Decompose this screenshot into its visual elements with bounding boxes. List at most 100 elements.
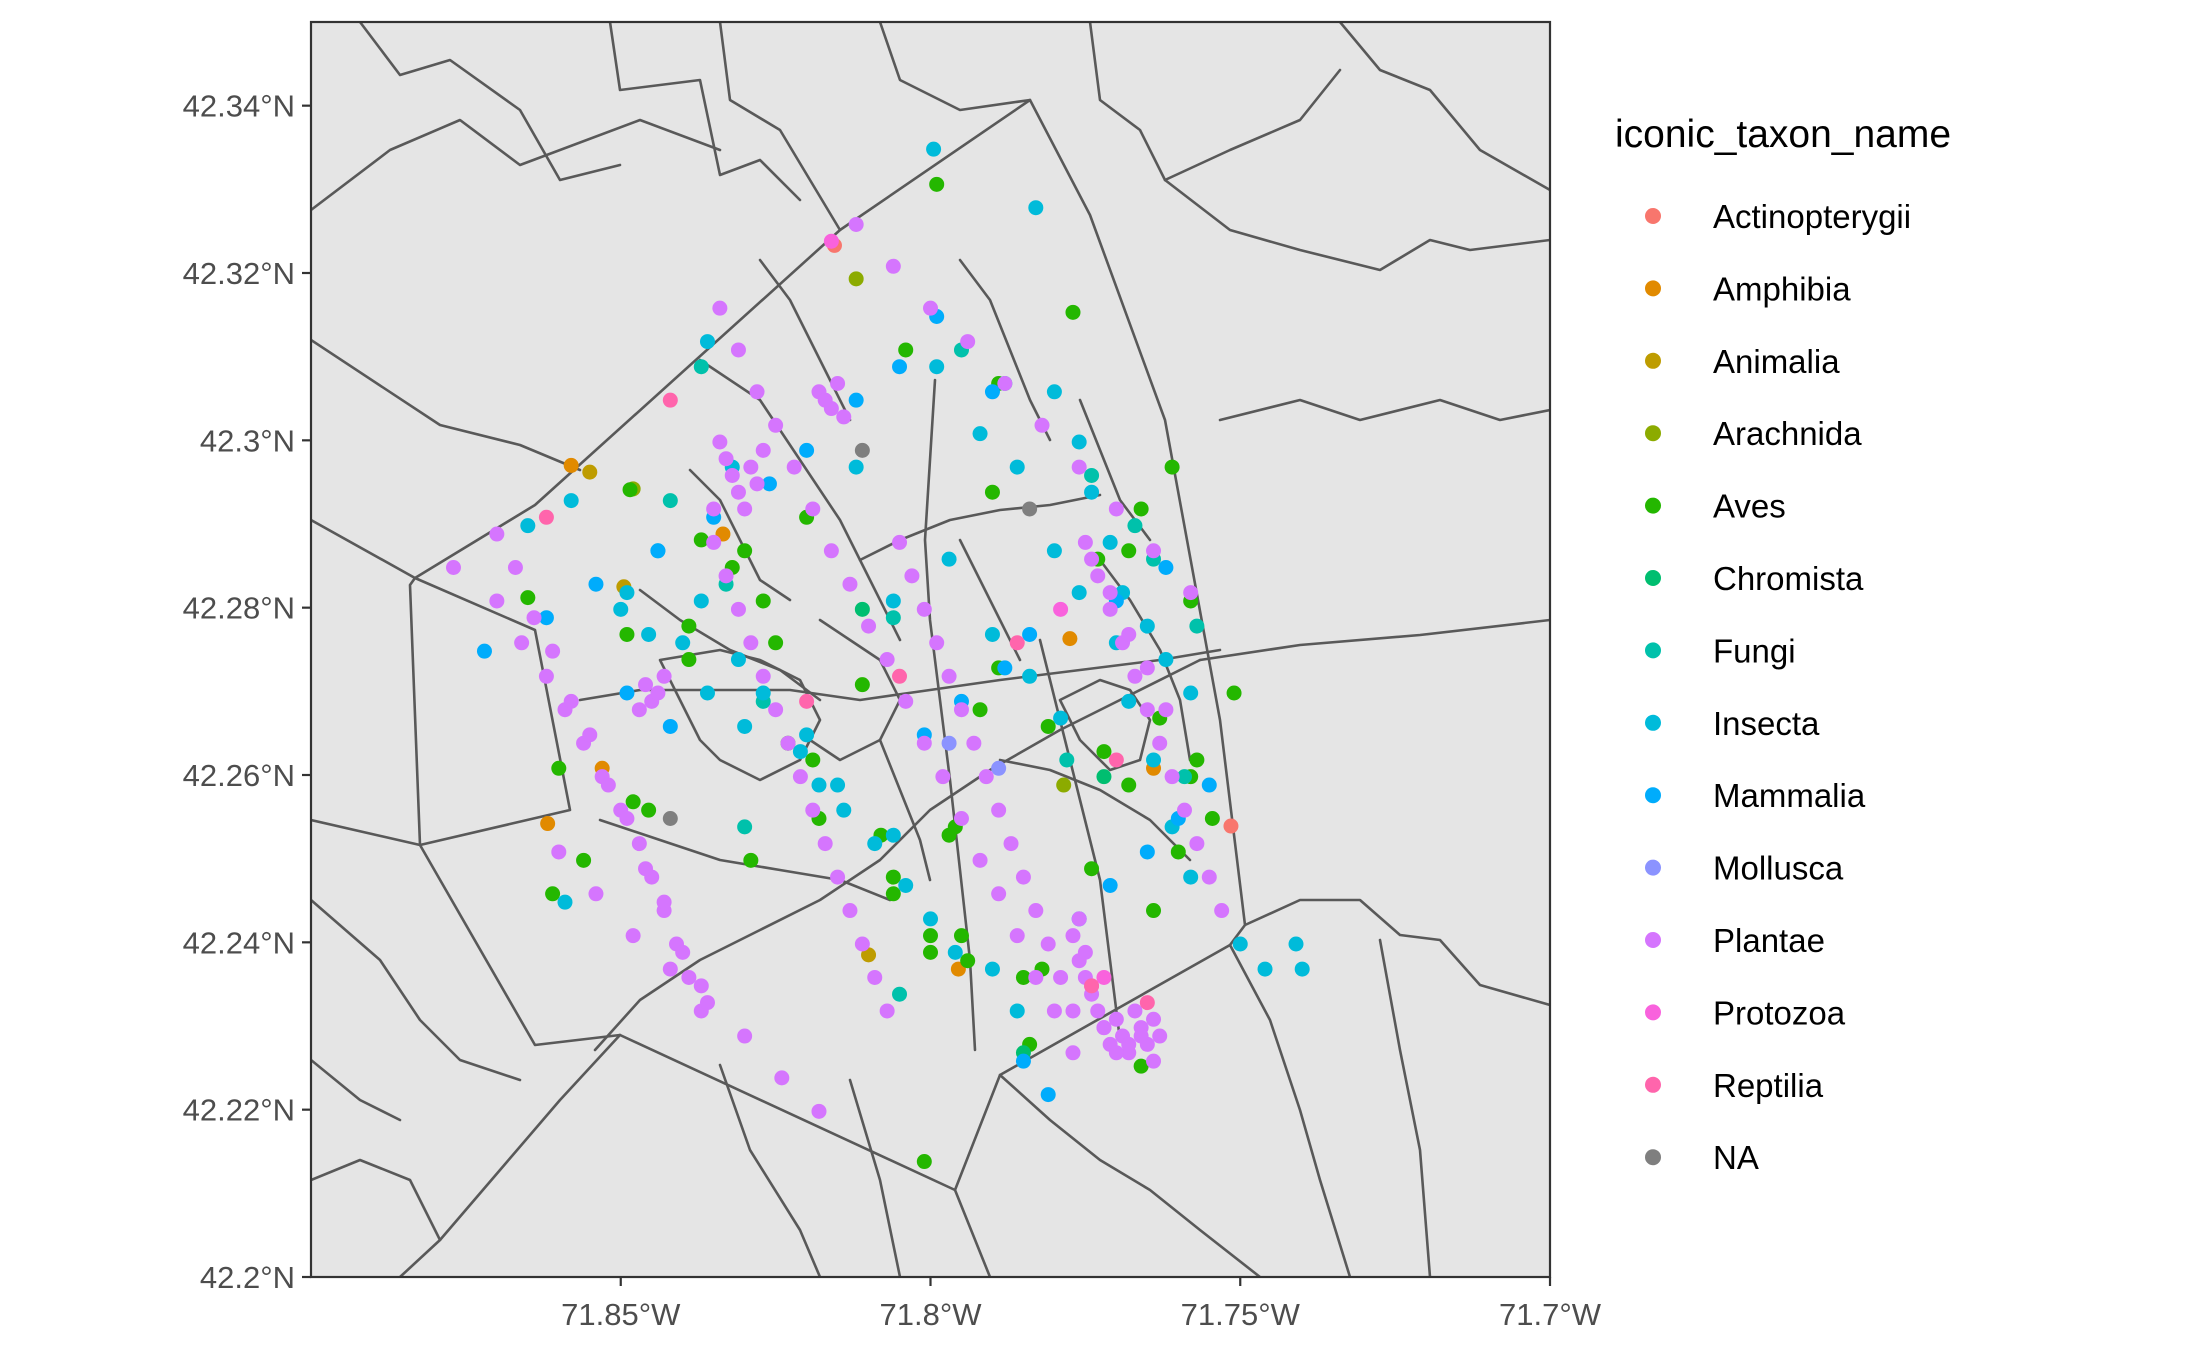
observation-point	[1046, 384, 1062, 400]
observation-point	[1139, 660, 1155, 676]
observation-point	[1102, 534, 1118, 550]
y-tick-label: 42.26°N	[183, 758, 295, 793]
neighborhood-boundary	[658, 648, 822, 782]
observation-point	[1121, 777, 1137, 793]
observation-point	[947, 944, 963, 960]
legend-key	[1645, 208, 1661, 224]
observation-point	[817, 836, 833, 852]
observation-point	[1071, 459, 1087, 475]
x-tick-label: 71.8°W	[880, 1297, 983, 1332]
y-tick-label: 42.24°N	[183, 925, 295, 960]
observation-point	[749, 384, 765, 400]
observation-point	[1053, 710, 1069, 726]
observation-point	[916, 601, 932, 617]
observation-point	[1288, 936, 1304, 952]
observation-point	[1294, 961, 1310, 977]
town-boundary	[311, 1158, 442, 1242]
town-boundary	[718, 22, 842, 232]
observation-point	[1059, 752, 1075, 768]
observation-point	[712, 300, 728, 316]
observation-point	[540, 816, 556, 832]
observation-point	[1046, 1003, 1062, 1019]
observation-point	[929, 359, 945, 375]
observation-point	[848, 216, 864, 232]
observation-point	[576, 852, 592, 868]
observation-point	[1108, 1045, 1124, 1061]
observation-point	[724, 467, 740, 483]
observation-point	[662, 811, 678, 827]
road	[638, 588, 822, 702]
legend-key	[1645, 570, 1661, 586]
legend-label: Amphibia	[1713, 270, 1851, 307]
legend-label: Actinopterygii	[1713, 198, 1911, 235]
observation-point	[588, 886, 604, 902]
observation-point	[1022, 626, 1038, 642]
observation-point	[923, 944, 938, 960]
observation-point	[966, 735, 982, 751]
observation-point	[854, 601, 870, 617]
observation-point	[582, 464, 598, 480]
observation-point	[892, 359, 908, 375]
town-boundary	[1198, 618, 1550, 662]
observation-point	[1096, 769, 1112, 785]
observation-point	[1139, 844, 1155, 860]
observation-point	[1065, 1045, 1081, 1061]
observation-point	[1084, 467, 1100, 483]
observation-point	[712, 434, 728, 450]
observation-point	[681, 969, 697, 985]
observation-point	[1022, 668, 1038, 684]
legend-label: Chromista	[1713, 560, 1864, 597]
observation-point	[718, 451, 734, 467]
observation-point	[662, 392, 678, 408]
y-tick-label: 42.22°N	[183, 1093, 295, 1128]
observation-point	[706, 501, 722, 517]
observation-point	[1164, 769, 1180, 785]
observation-point	[1127, 668, 1143, 684]
observation-point	[885, 886, 901, 902]
town-boundary	[1163, 178, 1550, 272]
legend-label: Reptilia	[1713, 1067, 1824, 1104]
town-boundary	[1218, 398, 1550, 422]
observation-point	[1139, 702, 1155, 718]
observation-point	[1065, 928, 1081, 944]
observation-point	[867, 836, 883, 852]
observation-point	[1146, 1053, 1162, 1069]
observation-point	[1090, 568, 1106, 584]
observation-point	[1127, 518, 1143, 534]
observation-point	[1056, 777, 1072, 793]
observation-point	[960, 334, 976, 350]
observation-point	[718, 568, 734, 584]
observation-point	[1176, 802, 1192, 818]
observation-point	[551, 844, 567, 860]
observation-point	[953, 928, 969, 944]
observation-point	[848, 271, 864, 287]
observation-point	[941, 668, 957, 684]
observation-point	[1065, 1003, 1081, 1019]
observation-point	[929, 176, 945, 192]
observation-point	[1170, 844, 1186, 860]
observation-point	[641, 802, 657, 818]
observation-point	[1071, 911, 1087, 927]
observation-point	[984, 626, 1000, 642]
observation-point	[1046, 543, 1062, 559]
observation-point	[563, 457, 579, 473]
road	[998, 758, 1192, 862]
legend-key	[1645, 1076, 1661, 1093]
observation-point	[1158, 702, 1174, 718]
observation-point	[823, 543, 839, 559]
town-boundary	[1228, 943, 1352, 1277]
observation-point	[792, 769, 808, 785]
legend-key	[1645, 787, 1661, 804]
observation-point	[1257, 961, 1273, 977]
observation-point	[545, 643, 561, 659]
observation-point	[619, 626, 635, 642]
town-boundary	[311, 898, 522, 1082]
observation-point	[923, 911, 938, 927]
observation-point	[1071, 585, 1087, 601]
observation-point	[805, 752, 821, 768]
municipal-boundary-layer	[311, 22, 1550, 1277]
neighborhood-boundary	[1058, 678, 1152, 772]
observation-point	[885, 258, 901, 274]
observation-point	[799, 727, 815, 743]
observation-point	[867, 969, 883, 985]
